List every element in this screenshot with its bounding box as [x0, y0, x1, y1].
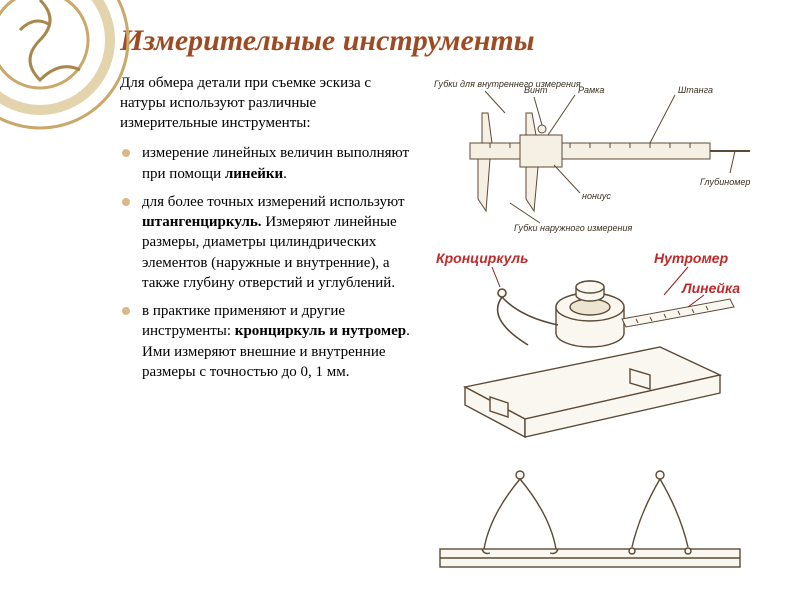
label-nutro: Нутромер	[654, 250, 729, 266]
label-jaws-outer: Губки наружного измерения	[514, 223, 633, 233]
figures-column: Губки для внутреннего измерения Винт Рам…	[430, 73, 760, 595]
intro-paragraph: Для обмера детали при съемке эскиза с на…	[120, 73, 410, 134]
label-jaws-inner: Губки для внутреннего измерения	[434, 79, 581, 89]
tools-diagram: Кронциркуль Нутромер Линейка	[430, 247, 760, 447]
list-item: измерение линейных величин выполняют при…	[138, 143, 410, 184]
label-ruler: Линейка	[681, 280, 740, 296]
bullet-list: измерение линейных величин выполняют при…	[120, 143, 410, 382]
label-kron: Кронциркуль	[436, 250, 528, 266]
calipers-strip-diagram	[430, 461, 760, 581]
page-title: Измерительные инструменты	[120, 24, 760, 59]
caliper-diagram: Губки для внутреннего измерения Винт Рам…	[430, 73, 760, 233]
list-item: в практике применяют и другие инструмент…	[138, 301, 410, 382]
label-frame: Рамка	[578, 85, 604, 95]
label-screw: Винт	[524, 85, 548, 95]
label-bar: Штанга	[678, 85, 713, 95]
text-column: Для обмера детали при съемке эскиза с на…	[120, 73, 410, 595]
label-nonius: нониус	[582, 191, 611, 201]
label-depth: Глубиномер	[700, 177, 750, 187]
corner-ornament	[0, 0, 140, 140]
list-item: для более точных измерений используют шт…	[138, 192, 410, 293]
